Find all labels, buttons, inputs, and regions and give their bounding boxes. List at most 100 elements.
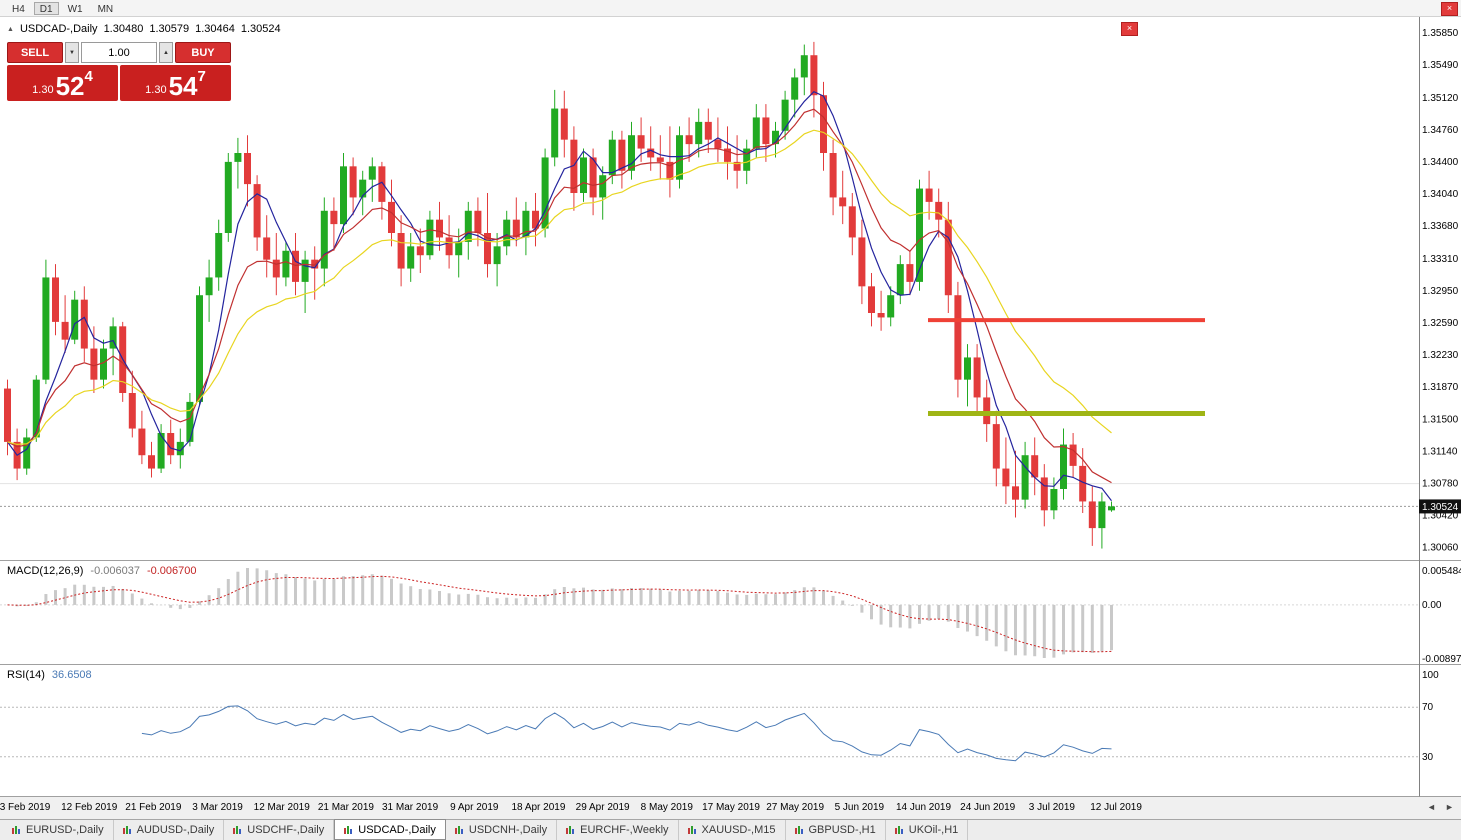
ohlc-open: 1.30480 (103, 23, 144, 35)
buy-price-small: 1.30 (145, 84, 167, 96)
tab-label: XAUUSD-,M15 (701, 824, 776, 836)
svg-text:-0.008973: -0.008973 (1422, 654, 1461, 665)
scroll-right-button[interactable]: ► (1445, 802, 1454, 812)
ohlc-close: 1.30524 (240, 23, 281, 35)
tab-usdcnh-daily[interactable]: USDCNH-,Daily (446, 820, 558, 840)
macd-main-value: -0.006037 (90, 565, 140, 577)
tab-label: USDCHF-,Daily (247, 824, 325, 836)
svg-text:1.33680: 1.33680 (1422, 221, 1459, 232)
scroll-left-button[interactable]: ◄ (1427, 802, 1436, 812)
svg-text:21 Mar 2019: 21 Mar 2019 (318, 802, 375, 813)
tab-eurchf-weekly[interactable]: EURCHF-,Weekly (557, 820, 679, 840)
macd-histogram (15, 568, 1113, 658)
svg-text:1.35120: 1.35120 (1422, 93, 1459, 104)
svg-text:27 May 2019: 27 May 2019 (766, 802, 824, 813)
current-price-tag: 1.30524 (1419, 499, 1461, 514)
svg-text:1.30060: 1.30060 (1422, 543, 1459, 554)
chart-symbol-icon: ▲ (7, 25, 14, 33)
svg-text:1.31870: 1.31870 (1422, 382, 1459, 393)
tab-usdchf-daily[interactable]: USDCHF-,Daily (224, 820, 335, 840)
svg-text:1.33310: 1.33310 (1422, 254, 1459, 265)
chart-symbol-title: USDCAD-,Daily (19, 23, 98, 35)
volume-input[interactable] (82, 43, 156, 63)
tab-ukoil-h1[interactable]: UKOil-,H1 (886, 820, 969, 840)
svg-text:3 Feb 2019: 3 Feb 2019 (0, 802, 51, 813)
buy-price-big: 54 (168, 71, 198, 101)
svg-text:1.34400: 1.34400 (1422, 157, 1459, 168)
buy-price-display[interactable]: 1.30 54 7 (120, 65, 231, 101)
svg-text:0.005484: 0.005484 (1422, 566, 1461, 577)
tab-eurusd-daily[interactable]: EURUSD-,Daily (3, 820, 114, 840)
rsi-line (141, 705, 1112, 762)
svg-text:12 Mar 2019: 12 Mar 2019 (254, 802, 311, 813)
macd-indicator-label: MACD(12,26,9) -0.006037 -0.006700 (7, 565, 197, 577)
svg-text:1.34760: 1.34760 (1422, 125, 1459, 136)
buy-price-superscript: 7 (197, 68, 206, 85)
tab-gbpusd-h1[interactable]: GBPUSD-,H1 (786, 820, 886, 840)
chart-tab-bar: EURUSD-,Daily AUDUSD-,Daily USDCHF-,Daily U… (0, 819, 1461, 840)
price-axis[interactable]: 1.35850 1.35490 1.35120 1.34760 1.34400 1.340… (1422, 28, 1461, 763)
tab-label: UKOil-,H1 (908, 824, 959, 836)
sell-price-small: 1.30 (32, 84, 54, 96)
macd-name: MACD(12,26,9) (7, 565, 84, 577)
mid-ma-line (7, 108, 1112, 484)
svg-text:12 Jul 2019: 12 Jul 2019 (1090, 802, 1142, 813)
svg-text:17 May 2019: 17 May 2019 (702, 802, 760, 813)
svg-text:1.31140: 1.31140 (1422, 447, 1458, 458)
macd-signal-line (7, 575, 1112, 653)
rsi-value: 36.6508 (51, 669, 92, 681)
svg-text:12 Feb 2019: 12 Feb 2019 (61, 802, 118, 813)
svg-text:14 Jun 2019: 14 Jun 2019 (896, 802, 951, 813)
fast-ma-line (7, 90, 1112, 502)
svg-text:1.34040: 1.34040 (1422, 189, 1459, 200)
tab-chart-icon (454, 825, 464, 835)
svg-text:1.35850: 1.35850 (1422, 28, 1459, 39)
tab-chart-icon (894, 825, 904, 835)
svg-text:1.32590: 1.32590 (1422, 318, 1459, 329)
ohlc-low: 1.30464 (195, 23, 235, 35)
tab-xauusd-m15[interactable]: XAUUSD-,M15 (679, 820, 786, 840)
tab-audusd-daily[interactable]: AUDUSD-,Daily (114, 820, 225, 840)
svg-text:0.00: 0.00 (1422, 600, 1442, 611)
tab-label: EURUSD-,Daily (26, 824, 104, 836)
svg-text:30: 30 (1422, 752, 1434, 763)
ohlc-high: 1.30579 (149, 23, 190, 35)
date-axis[interactable]: 3 Feb 2019 12 Feb 2019 21 Feb 2019 3 Mar 20… (0, 802, 1142, 813)
svg-text:1.30420: 1.30420 (1422, 511, 1459, 522)
tab-chart-icon (344, 825, 353, 835)
svg-text:29 Apr 2019: 29 Apr 2019 (576, 802, 630, 813)
tab-label: USDCAD-,Daily (358, 823, 436, 836)
tab-chart-icon (122, 825, 132, 835)
slow-ma-line (7, 129, 1112, 446)
svg-text:31 Mar 2019: 31 Mar 2019 (382, 802, 439, 813)
volume-field (81, 42, 157, 63)
candles-layer (4, 41, 1115, 549)
timeframe-button-mn[interactable]: MN (92, 2, 120, 15)
svg-text:8 May 2019: 8 May 2019 (641, 802, 694, 813)
volume-increase-button[interactable]: ▲ (159, 42, 173, 63)
sell-price-display[interactable]: 1.30 52 4 (7, 65, 118, 101)
sell-price-superscript: 4 (84, 68, 93, 85)
svg-text:1.32230: 1.32230 (1422, 350, 1459, 361)
sell-button[interactable]: SELL (7, 42, 63, 63)
tab-label: USDCNH-,Daily (468, 824, 548, 836)
buy-button[interactable]: BUY (175, 42, 231, 63)
tab-usdcad-daily[interactable]: USDCAD-,Daily (334, 819, 446, 840)
toolbar-close-button[interactable]: × (1441, 2, 1458, 16)
chart-title-bar: ▲ USDCAD-,Daily 1.30480 1.30579 1.30464 … (7, 23, 281, 35)
timeframe-button-d1[interactable]: D1 (33, 1, 59, 15)
tab-chart-icon (687, 825, 697, 835)
svg-text:3 Mar 2019: 3 Mar 2019 (192, 802, 243, 813)
volume-decrease-button[interactable]: ▼ (65, 42, 79, 63)
timeframe-button-w1[interactable]: W1 (62, 2, 89, 15)
timeframe-button-h4[interactable]: H4 (6, 2, 31, 15)
svg-text:1.35490: 1.35490 (1422, 60, 1459, 71)
svg-text:1.30524: 1.30524 (1422, 502, 1459, 513)
rsi-name: RSI(14) (7, 669, 45, 681)
tab-label: AUDUSD-,Daily (136, 824, 215, 836)
chart-close-button[interactable]: × (1121, 22, 1138, 36)
svg-text:1.30780: 1.30780 (1422, 479, 1459, 490)
tab-label: EURCHF-,Weekly (580, 824, 669, 836)
